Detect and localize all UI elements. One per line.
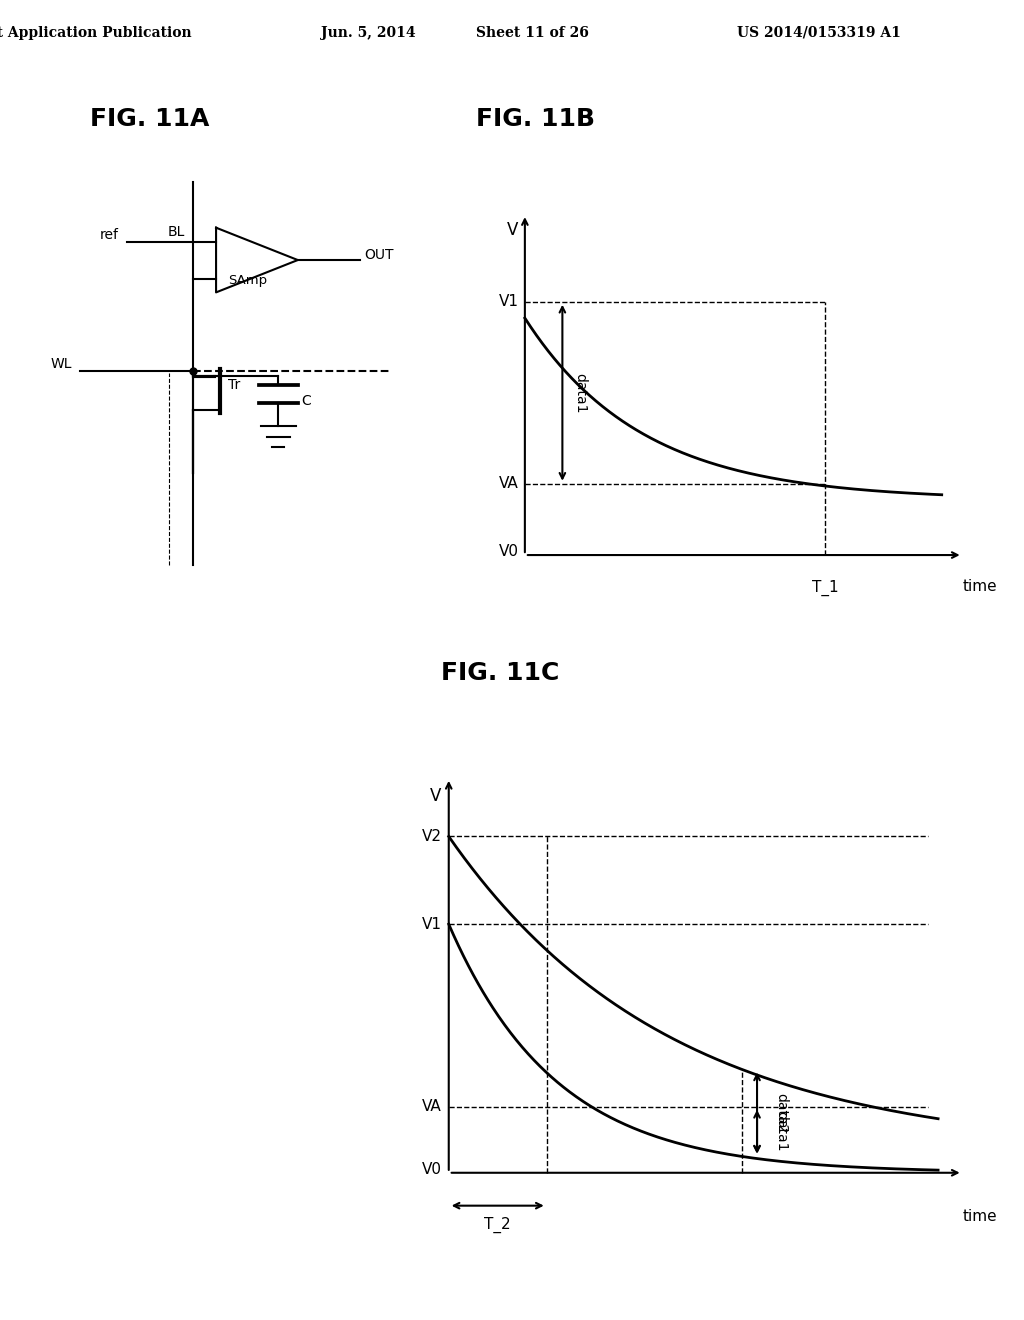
Text: time: time (963, 579, 997, 594)
Text: V: V (507, 222, 518, 239)
Text: V2: V2 (422, 829, 441, 843)
Text: FIG. 11C: FIG. 11C (440, 661, 559, 685)
Text: SAmp: SAmp (227, 275, 267, 288)
Text: V: V (430, 787, 441, 805)
Text: T_1: T_1 (812, 579, 839, 595)
Text: V1: V1 (422, 916, 441, 932)
Text: data1: data1 (572, 372, 587, 413)
Text: T_2: T_2 (484, 1217, 511, 1233)
Text: FIG. 11B: FIG. 11B (476, 107, 595, 131)
Text: FIG. 11A: FIG. 11A (90, 107, 210, 131)
Text: C: C (302, 393, 311, 408)
Text: V0: V0 (422, 1162, 441, 1176)
Text: OUT: OUT (364, 248, 393, 263)
Text: BL: BL (168, 226, 185, 239)
Text: ref: ref (99, 227, 119, 242)
Text: Patent Application Publication: Patent Application Publication (0, 26, 191, 40)
Text: V0: V0 (499, 544, 518, 560)
Text: Tr: Tr (227, 378, 240, 392)
Text: US 2014/0153319 A1: US 2014/0153319 A1 (737, 26, 901, 40)
Text: VA: VA (422, 1100, 441, 1114)
Text: data2: data2 (774, 1093, 788, 1134)
Text: VA: VA (499, 477, 518, 491)
Text: V1: V1 (499, 294, 518, 309)
Text: Jun. 5, 2014: Jun. 5, 2014 (322, 26, 416, 40)
Text: WL: WL (50, 356, 72, 371)
Text: data1: data1 (774, 1111, 788, 1152)
Text: time: time (963, 1209, 997, 1225)
Text: Sheet 11 of 26: Sheet 11 of 26 (476, 26, 589, 40)
